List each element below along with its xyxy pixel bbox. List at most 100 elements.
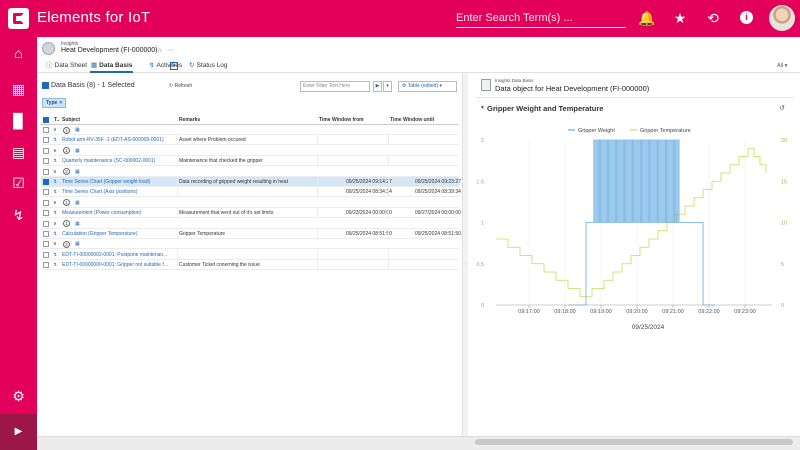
column-type[interactable]: T.. <box>54 117 60 123</box>
object-avatar-icon <box>42 42 55 55</box>
tab-label: Activities <box>156 62 183 69</box>
row-checkbox[interactable] <box>43 251 49 258</box>
column-remarks[interactable]: Remarks <box>179 117 201 123</box>
type-filter-chip[interactable]: Type ✕ <box>42 98 66 108</box>
filter-apply-button[interactable]: ▶ <box>373 81 382 92</box>
chart-bars-icon[interactable]: ▉ <box>13 113 24 129</box>
group-checkbox[interactable] <box>43 127 49 133</box>
row-checkbox[interactable] <box>43 231 49 237</box>
avatar[interactable] <box>769 5 795 31</box>
group-row[interactable]: ∨ 2 ▦ <box>41 239 459 250</box>
row-subject-link[interactable]: Time Series Chart (Gripper weight load) <box>62 179 151 185</box>
tab-data-sheet[interactable]: ⓘ Data Sheet <box>45 61 88 73</box>
filter-input[interactable]: Enter Filter Text Here <box>300 81 370 92</box>
gripper-chart[interactable]: 09:17:00 09:18:00 09:19:00 09:20:00 09:21:00… <box>468 118 800 418</box>
filter-options-button[interactable]: ▾ <box>383 81 392 92</box>
row-checkbox[interactable] <box>43 189 49 196</box>
table-row[interactable]: ↯ Robot arm-RV-35F -1 (EDT-AS-000009-0001… <box>41 135 459 146</box>
chevron-down-icon[interactable]: ∨ <box>53 241 57 248</box>
tabs-filter-select[interactable]: All ▾ <box>777 63 788 69</box>
chevron-down-icon[interactable]: ∨ <box>53 127 57 133</box>
group-checkbox[interactable] <box>43 199 49 206</box>
row-subject-link[interactable]: Calculation (Gripper Temperature) <box>62 231 138 237</box>
chevron-down-icon[interactable]: ∨ <box>53 147 57 154</box>
refresh-button[interactable]: ↻ Refresh <box>169 83 193 89</box>
more-icon[interactable]: ⋯ <box>167 48 173 54</box>
table-row[interactable]: ↯ Time Series Chart (Axis positions) 09/25… <box>41 187 461 198</box>
row-remarks: Maintenance that checked the gripper <box>179 158 263 165</box>
row-type-icon: ↯ <box>53 251 58 258</box>
table-row[interactable]: ↯ Time Series Chart (Gripper weight load)… <box>41 177 461 187</box>
row-time-until: 09/25/2024 08:39:34 <box>415 189 461 196</box>
y-left-tick-label: 2 <box>481 138 484 144</box>
row-type-icon: ↯ <box>53 179 58 185</box>
logo-icon[interactable] <box>8 8 29 29</box>
row-subject-link[interactable]: EDT-TI-00000002-0001: Postpone maintenan… <box>62 251 168 258</box>
tab-dropdown-icon[interactable]: ▾ <box>170 62 178 70</box>
table-row[interactable]: ↯ Measurement (Power consumption) Measurem… <box>41 208 461 219</box>
row-checkbox[interactable] <box>43 158 49 165</box>
column-time-from[interactable]: Time Window from <box>319 117 364 123</box>
row-subject-link[interactable]: EDT-TI-00000000-0001: Gripper not suitab… <box>62 262 168 269</box>
row-subject-link[interactable]: Quarterly maintenance (SC-000002-0001) <box>62 158 156 165</box>
group-count: 1 <box>63 147 70 155</box>
tab-activities[interactable]: ↯ Activities <box>148 61 183 73</box>
reset-zoom-icon[interactable]: ↺ <box>779 105 785 112</box>
table-view-label: Table (edited) <box>407 83 439 89</box>
group-row[interactable]: ∨ 1 ▦ <box>41 145 459 156</box>
favorite-icon[interactable]: ☆ <box>157 48 163 54</box>
row-checkbox[interactable] <box>43 262 49 269</box>
tab-data-basis[interactable]: ▦ Data Basis <box>90 61 134 73</box>
expand-nav-icon[interactable]: ▶ <box>0 414 37 450</box>
row-checkbox[interactable] <box>43 137 49 144</box>
x-tick-label: 09:17:00 <box>518 309 539 315</box>
panel-splitter[interactable]: ⋮ <box>463 73 469 450</box>
group-row[interactable]: ∨ 1 ▦ <box>41 197 459 208</box>
select-all-checkbox[interactable] <box>43 117 49 123</box>
group-row[interactable]: ∨ 1 ▦ <box>41 125 459 135</box>
row-subject-link[interactable]: Robot arm-RV-35F -1 (EDT-AS-000009-0001) <box>62 137 164 144</box>
column-time-until[interactable]: Time Window until <box>390 117 435 123</box>
group-checkbox[interactable] <box>43 220 49 227</box>
history-icon[interactable]: ⟲ <box>707 10 719 26</box>
table-view-select[interactable]: ⚙ Table (edited) ▾ <box>398 81 457 92</box>
row-subject-link[interactable]: Measurement (Power consumption) <box>62 210 142 217</box>
y-right-tick-label: 5 <box>781 262 784 268</box>
dashboard-icon[interactable]: ▤ <box>11 144 26 160</box>
y-right-tick-label: 10 <box>781 221 787 227</box>
column-subject[interactable]: Subject <box>62 117 81 123</box>
group-checkbox[interactable] <box>43 168 49 175</box>
tab-status-log[interactable]: ↻ Status Log <box>188 61 229 73</box>
table-row[interactable]: ↯ EDT-TI-00000000-0001: Gripper not suita… <box>41 260 459 271</box>
checklist-icon[interactable]: ☑ <box>12 175 25 191</box>
chevron-down-icon[interactable]: ∨ <box>53 199 57 206</box>
table-row[interactable]: ↯ Quarterly maintenance (SC-000002-0001) M… <box>41 156 459 167</box>
chevron-down-icon[interactable]: ∨ <box>53 220 57 227</box>
log-icon: ↻ <box>189 62 195 69</box>
pulse-icon[interactable]: ↯ <box>12 207 25 223</box>
y-right-tick-label: 20 <box>781 138 787 144</box>
row-subject-link[interactable]: Time Series Chart (Axis positions) <box>62 189 138 196</box>
bell-icon[interactable]: 🔔 <box>638 10 656 26</box>
group-type-icon: ▦ <box>75 147 80 154</box>
group-checkbox[interactable] <box>43 241 49 248</box>
row-checkbox[interactable] <box>43 210 49 217</box>
gear-icon[interactable]: ⚙ <box>12 388 25 404</box>
table-row[interactable]: ↯ EDT-TI-00000002-0001: Postpone maintena… <box>41 249 459 260</box>
star-icon[interactable]: ★ <box>673 10 687 26</box>
group-checkbox[interactable] <box>43 147 49 154</box>
home-icon[interactable]: ⌂ <box>14 45 23 61</box>
chevron-down-icon[interactable]: ∨ <box>53 168 57 175</box>
document-icon[interactable]: ▦ <box>11 81 26 97</box>
collapse-chart-icon[interactable]: ▼ <box>480 105 485 111</box>
horizontal-scrollbar-thumb[interactable] <box>475 439 793 445</box>
info-icon[interactable]: i <box>740 11 753 24</box>
legend-gripper-temperature: Gripper Temperature <box>640 128 691 134</box>
object-title: Heat Development (FI-000000) <box>61 47 158 54</box>
group-row[interactable]: ∨ 1 ▦ <box>41 218 459 229</box>
search-input[interactable]: Enter Search Term(s) ... <box>456 10 626 28</box>
row-checkbox[interactable] <box>43 179 49 185</box>
group-row[interactable]: ∨ 2 ▦ <box>41 166 459 177</box>
x-tick-label: 09:21:00 <box>662 309 683 315</box>
table-row[interactable]: ↯ Calculation (Gripper Temperature) Grippe… <box>41 229 461 239</box>
